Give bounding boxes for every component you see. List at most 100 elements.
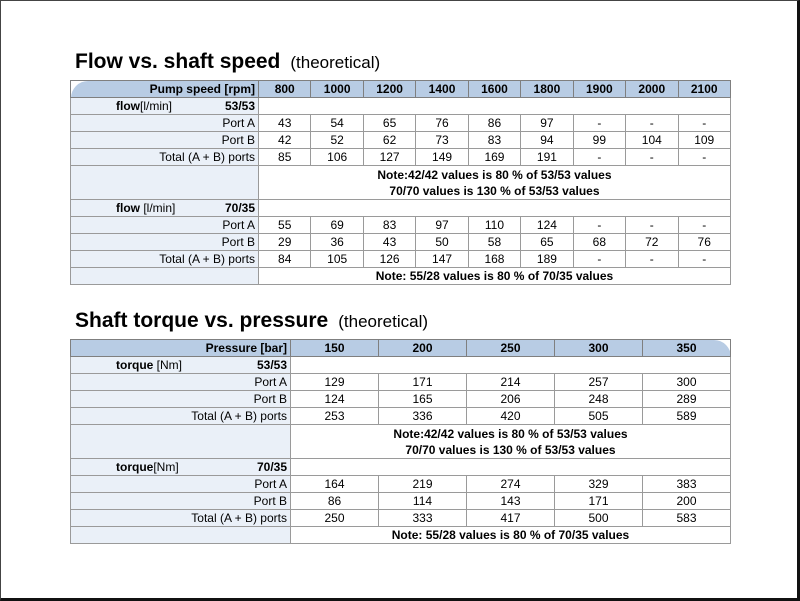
row-label: Port B [70, 492, 291, 510]
table-cell: - [625, 148, 679, 166]
table-cell: 43 [362, 233, 417, 251]
row-label-text: Total (A + B) ports [159, 150, 255, 164]
table-cell: 110 [467, 216, 522, 234]
table-cell: 68 [572, 233, 627, 251]
note-cell: Note:42/42 values is 80 % of 53/53 value… [258, 165, 731, 200]
table-row: Port A 164 219 274 329 383 [70, 475, 731, 493]
note-label-empty [70, 526, 291, 544]
row-label: Port A [70, 216, 259, 234]
header-row: Pump speed [rpm] 800 1000 1200 1400 1600 1800 1… [70, 80, 731, 98]
flow-table: Pump speed [rpm] 800 1000 1200 1400 1600 1800 1… [70, 80, 731, 285]
table-row: Port B 42 52 62 73 83 94 99 104 109 [70, 131, 731, 149]
table-cell: 143 [466, 492, 555, 510]
group-row: flow[l/min] 53/53 [70, 97, 731, 115]
table-row: Port A 129 171 214 257 300 [70, 373, 731, 391]
column-header: 1800 [520, 80, 574, 98]
group-unit: [l/min] [140, 99, 173, 113]
table-cell: 54 [310, 114, 364, 132]
column-header: 250 [466, 339, 555, 357]
group-label: flow[l/min] 53/53 [70, 97, 259, 115]
table-row: Total (A + B) ports 85 106 127 149 169 191- - - [70, 148, 731, 166]
table-cell: 583 [642, 509, 731, 527]
table-cell: 65 [362, 114, 417, 132]
note-line: Note:42/42 values is 80 % of 53/53 value… [377, 167, 612, 182]
flow-title-text: Flow vs. shaft speed [75, 50, 281, 73]
note-line: 70/70 values is 130 % of 53/53 values [389, 183, 600, 198]
table-cell: 76 [415, 114, 469, 132]
group-label: flow [l/min] 70/35 [70, 199, 259, 217]
table-cell: 114 [378, 492, 467, 510]
note-label-empty [70, 424, 291, 459]
table-cell: 97 [520, 114, 574, 132]
table-cell: 329 [554, 475, 643, 493]
table-cell: 62 [362, 131, 417, 149]
header-label: Pressure [bar] [70, 339, 291, 357]
group-row: torque [Nm] 53/53 [70, 356, 731, 374]
note-line: Note: 55/28 values is 80 % of 70/35 valu… [375, 269, 614, 283]
table-cell: 165 [378, 390, 467, 408]
table-cell: 417 [466, 509, 555, 527]
row-label-text: Total (A + B) ports [159, 252, 255, 266]
table-cell: 109 [677, 131, 731, 149]
group-ratio: 70/35 [224, 201, 255, 215]
table-cell: 336 [378, 407, 467, 425]
table-cell: 85 [257, 148, 312, 166]
table-cell: 333 [378, 509, 467, 527]
column-header: 800 [257, 80, 312, 98]
table-cell: 189 [520, 250, 574, 268]
group-label: torque [Nm] 53/53 [70, 356, 291, 374]
note-cell: Note:42/42 values is 80 % of 53/53 value… [290, 424, 731, 459]
note-line: 70/70 values is 130 % of 53/53 values [405, 442, 616, 457]
note-row: Note: 55/28 values is 80 % of 70/35 valu… [70, 267, 731, 285]
table-cell: - [572, 250, 627, 268]
table-cell: 52 [310, 131, 364, 149]
group-name: torque[Nm] [116, 459, 179, 475]
group-name-text: flow [116, 201, 140, 215]
table-cell: 73 [415, 131, 469, 149]
group-row: flow [l/min] 70/35 [70, 199, 731, 217]
column-header: 1400 [415, 80, 469, 98]
torque-section-title: Shaft torque vs. pressure (theoretical) [75, 309, 428, 333]
row-label: Port A [70, 475, 291, 493]
table-cell: 589 [642, 407, 731, 425]
table-cell: 200 [642, 492, 731, 510]
table-cell: 124 [290, 390, 379, 408]
row-label: Port B [70, 131, 259, 149]
group-name-text: torque [116, 460, 154, 474]
column-header: 1200 [362, 80, 417, 98]
table-cell: 257 [554, 373, 643, 391]
group-unit: [Nm] [153, 358, 183, 372]
table-cell: - [572, 114, 627, 132]
table-cell: 219 [378, 475, 467, 493]
torque-subtitle: (theoretical) [338, 312, 429, 331]
group-label: torque[Nm] 70/35 [70, 458, 291, 476]
table-cell: 86 [290, 492, 379, 510]
column-header: 350 [642, 339, 731, 357]
group-unit: [Nm] [153, 460, 179, 474]
table-cell: 253 [290, 407, 379, 425]
table-cell: 171 [554, 492, 643, 510]
table-cell: 420 [466, 407, 555, 425]
table-cell: 72 [625, 233, 679, 251]
table-row: Port B 29 36 43 50 58 65 68 72 76 [70, 233, 731, 251]
column-header: 1900 [572, 80, 627, 98]
table-cell: - [572, 216, 627, 234]
group-name-text: torque [116, 358, 154, 372]
table-cell: - [677, 216, 731, 234]
group-name: flow[l/min] [116, 98, 172, 114]
note-label-empty [70, 165, 259, 200]
table-cell: 250 [290, 509, 379, 527]
row-label: Port B [70, 233, 259, 251]
table-cell: 191 [520, 148, 574, 166]
group-ratio: 53/53 [256, 358, 287, 372]
table-cell: 29 [257, 233, 312, 251]
group-row: torque[Nm] 70/35 [70, 458, 731, 476]
table-cell: 500 [554, 509, 643, 527]
group-empty [290, 458, 731, 476]
table-cell: 129 [290, 373, 379, 391]
table-cell: 171 [378, 373, 467, 391]
group-empty [258, 199, 731, 217]
table-cell: 42 [257, 131, 312, 149]
column-header: 2100 [677, 80, 731, 98]
note-row: Note:42/42 values is 80 % of 53/53 value… [70, 165, 731, 200]
